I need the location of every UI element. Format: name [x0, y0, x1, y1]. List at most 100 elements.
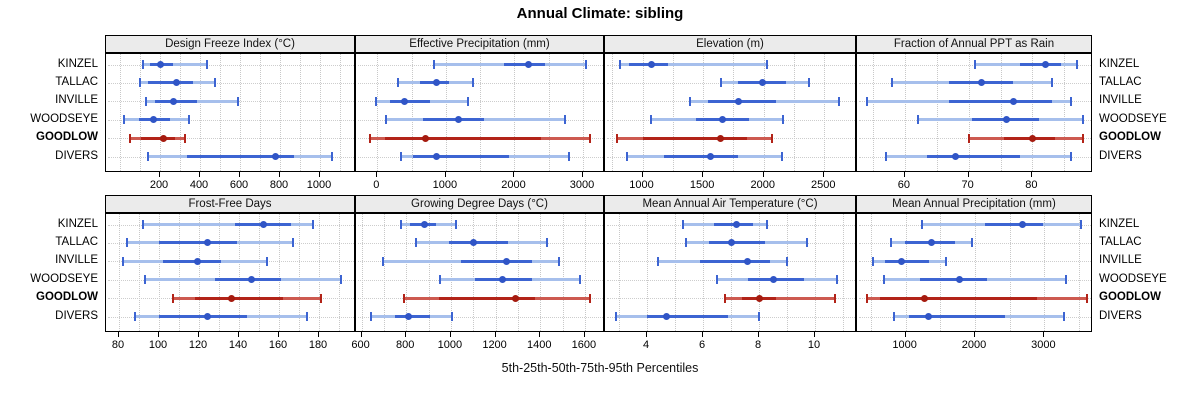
whisker-cap-95th: [545, 238, 548, 248]
axis-tick: [702, 332, 703, 337]
grid-line: [139, 214, 140, 331]
grid-line: [940, 214, 942, 331]
axis-tick-label: 140: [228, 339, 248, 351]
axis-tick-label: 1200: [482, 339, 507, 351]
grid-line: [540, 214, 542, 331]
whisker-cap-5th: [883, 275, 886, 285]
row-guide: [358, 224, 603, 226]
axis-tick: [974, 332, 975, 337]
whisker-cap-5th: [142, 60, 144, 69]
grid-line: [199, 214, 200, 331]
grid-line: [179, 214, 180, 331]
median-dot: [498, 276, 506, 284]
whisker-cap-5th: [147, 152, 149, 161]
median-dot: [920, 294, 928, 302]
whisker-cap-95th: [1069, 152, 1072, 161]
grid-line: [619, 214, 620, 331]
whisker-cap-95th: [563, 115, 566, 125]
whisker-cap-5th: [399, 220, 402, 229]
whisker-cap-95th: [237, 96, 239, 106]
axis-tick-label: 120: [188, 339, 208, 351]
whisker-range-5-95: [725, 296, 835, 300]
whisker-range-5-95: [143, 63, 207, 66]
whisker-cap-95th: [471, 78, 474, 88]
median-dot: [924, 313, 932, 320]
site-label-goodlow: GOODLOW: [36, 291, 98, 304]
grid-line: [280, 54, 281, 171]
axis-tick-label: 2500: [811, 179, 836, 191]
grid-line: [824, 54, 826, 171]
median-dot: [647, 61, 655, 68]
grid-line: [612, 54, 614, 171]
axis-tick-label: 6: [698, 339, 706, 351]
grid-line: [514, 54, 516, 171]
axis-tick: [405, 332, 407, 337]
median-dot: [734, 97, 742, 105]
figure-caption: 5th-25th-50th-75th-95th Percentiles: [501, 361, 699, 375]
whisker-box-25-75: [949, 99, 1052, 103]
whisker-cap-95th: [306, 312, 308, 321]
median-dot: [149, 116, 157, 124]
whisker-cap-5th: [921, 220, 924, 229]
median-dot: [271, 153, 279, 160]
whisker-box-25-75: [141, 136, 175, 140]
median-dot: [172, 79, 180, 87]
grid-line: [219, 214, 220, 331]
site-label-tallac: TALLAC: [1099, 75, 1142, 88]
whisker-box-25-75: [664, 155, 739, 158]
grid-line: [377, 54, 379, 171]
axis-tick-label: 1000: [306, 179, 332, 191]
whisker-box-25-75: [909, 315, 1006, 318]
axis-tick-label: 800: [269, 179, 289, 191]
axis-tick-label: 1400: [526, 339, 552, 351]
grid-line: [562, 214, 564, 331]
whisker-box-25-75: [448, 241, 508, 245]
whisker-cap-5th: [685, 238, 688, 248]
median-dot: [956, 276, 964, 284]
grid-line: [517, 214, 519, 331]
whisker-cap-5th: [865, 293, 868, 303]
whisker-cap-5th: [889, 238, 892, 248]
panel-strip: Elevation (m): [604, 35, 856, 53]
whisker-cap-5th: [884, 152, 887, 161]
panel-strip: Mean Annual Air Temperature (°C): [604, 195, 856, 213]
axis-tick-label: 3000: [1031, 339, 1056, 351]
axis-tick: [239, 172, 240, 177]
grid-line: [259, 214, 260, 331]
grid-line: [450, 214, 452, 331]
grid-line: [160, 54, 161, 171]
axis-tick-label: 100: [148, 339, 168, 351]
site-label-divers: DIVERS: [55, 309, 98, 322]
panel-strip-label: Fraction of Annual PPT as Rain: [893, 38, 1055, 50]
axis-tick: [159, 172, 160, 177]
whisker-cap-5th: [974, 60, 976, 69]
axis-tick: [1043, 332, 1045, 337]
whisker-cap-95th: [579, 275, 582, 285]
median-dot: [169, 97, 177, 105]
whisker-cap-5th: [368, 133, 371, 143]
whisker-cap-5th: [433, 60, 436, 69]
axis-tick: [444, 172, 446, 177]
panel-strip-label: Mean Annual Air Temperature (°C): [642, 198, 818, 210]
site-label-inville: INVILLE: [1099, 94, 1142, 107]
whisker-cap-95th: [1082, 115, 1085, 125]
row-guide: [859, 242, 1091, 244]
median-dot: [663, 313, 671, 320]
axis-tick: [539, 332, 541, 337]
axis-tick: [702, 172, 704, 177]
whisker-box-25-75: [700, 259, 771, 263]
whisker-cap-95th: [320, 293, 322, 303]
whisker-cap-95th: [184, 133, 186, 143]
axis-tick: [1031, 172, 1033, 177]
median-dot: [203, 313, 211, 320]
axis-tick: [582, 172, 584, 177]
median-dot: [716, 134, 724, 142]
grid-line: [299, 214, 300, 331]
axis-tick-label: 160: [268, 339, 288, 351]
grid-line: [1000, 54, 1002, 171]
grid-line: [140, 54, 141, 171]
whisker-box-25-75: [985, 223, 1044, 226]
whisker-cap-95th: [589, 293, 592, 303]
grid-line: [1064, 54, 1066, 171]
